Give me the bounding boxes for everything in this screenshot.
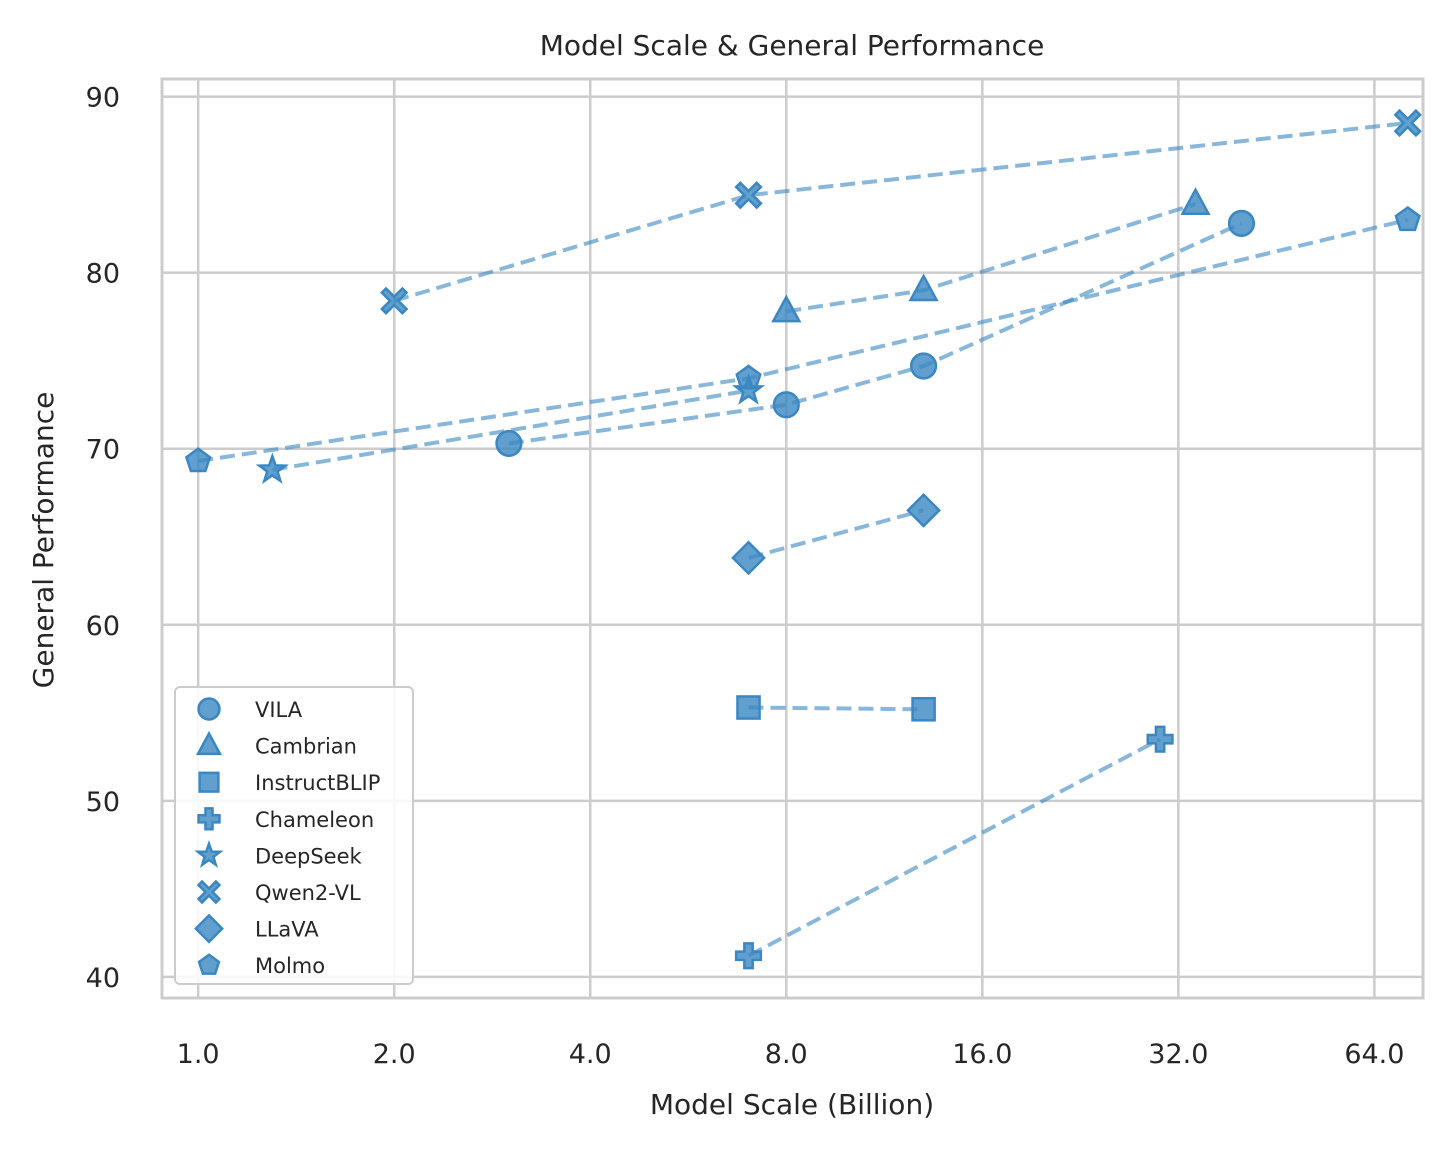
x-tick-label: 32.0 — [1148, 1039, 1208, 1070]
point-chameleon — [734, 942, 763, 970]
point-molmo — [735, 364, 762, 390]
point-deepseek — [255, 452, 289, 484]
x-tick-label: 8.0 — [765, 1039, 808, 1070]
legend-marker-cambrian — [195, 730, 223, 756]
legend-label-molmo: Molmo — [255, 954, 325, 978]
y-axis-label: General Performance — [27, 392, 60, 689]
point-molmo — [184, 447, 212, 473]
legend-label-deepseek: DeepSeek — [255, 844, 363, 868]
point-vila — [1227, 209, 1256, 237]
y-tick-label: 70 — [86, 435, 120, 466]
series-line-vila — [508, 221, 1243, 446]
y-tick-label: 50 — [86, 787, 120, 818]
grid — [162, 79, 1423, 998]
point-instructblip — [911, 696, 936, 722]
x-tick-label: 1.0 — [177, 1039, 220, 1070]
point-vila — [909, 352, 938, 380]
legend-label-chameleon: Chameleon — [255, 808, 374, 832]
series-line-chameleon — [747, 737, 1162, 958]
legend-marker-qwen2-vl — [196, 879, 222, 905]
tick-labels: 1.0 2.0 4.0 8.0 16.0 32.0 64.0 40 50 60 70 80 90 — [86, 83, 1405, 1070]
point-vila — [495, 429, 523, 458]
legend-label-cambrian: Cambrian — [255, 735, 357, 759]
legend-frame — [174, 686, 414, 985]
series-line-molmo — [197, 217, 1409, 463]
point-qwen2-vl — [734, 181, 763, 210]
legend-label-qwen2-vl: Qwen2-VL — [255, 881, 361, 905]
point-llava — [906, 492, 941, 528]
series-line-instructblip — [748, 705, 924, 712]
legend-marker-vila — [197, 697, 221, 721]
legend-label-llava: LLaVA — [255, 918, 319, 942]
x-tick-label: 4.0 — [569, 1039, 612, 1070]
series-markers — [184, 108, 1422, 970]
legend-label-vila: VILA — [255, 698, 303, 722]
point-qwen2-vl — [1393, 108, 1422, 138]
point-chameleon — [1146, 725, 1174, 753]
x-tick-label: 64.0 — [1344, 1039, 1404, 1070]
series-line-qwen2-vl — [393, 121, 1408, 303]
legend-marker-chameleon — [197, 807, 221, 831]
legend-label-instructblip: InstructBLIP — [255, 771, 380, 795]
x-tick-label: 2.0 — [373, 1039, 416, 1070]
series-line-llava — [747, 508, 925, 560]
y-tick-label: 80 — [86, 259, 120, 290]
x-tick-label: 16.0 — [952, 1039, 1012, 1070]
plot-frame — [160, 77, 1425, 1000]
chart-title: Model Scale & General Performance — [540, 29, 1045, 62]
legend-marker-instructblip — [198, 771, 220, 793]
point-llava — [731, 540, 766, 576]
point-instructblip — [736, 695, 761, 720]
point-cambrian — [908, 273, 939, 302]
point-vila — [772, 391, 800, 419]
series-line-cambrian — [785, 202, 1197, 314]
x-axis-label: Model Scale (Billion) — [650, 1088, 934, 1121]
y-tick-label: 90 — [86, 83, 120, 114]
y-tick-label: 40 — [86, 963, 120, 994]
legend: VILA Cambrian InstructBLIP Chameleon DeepSee… — [174, 686, 414, 985]
legend-marker-molmo — [197, 953, 221, 975]
point-molmo — [1394, 205, 1421, 232]
y-tick-label: 60 — [86, 611, 120, 642]
legend-marker-llava — [194, 913, 224, 944]
series-line-deepseek — [272, 388, 749, 472]
point-qwen2-vl — [380, 286, 409, 315]
legend-marker-deepseek — [194, 840, 224, 868]
point-cambrian — [771, 294, 802, 323]
point-cambrian — [1180, 187, 1211, 215]
